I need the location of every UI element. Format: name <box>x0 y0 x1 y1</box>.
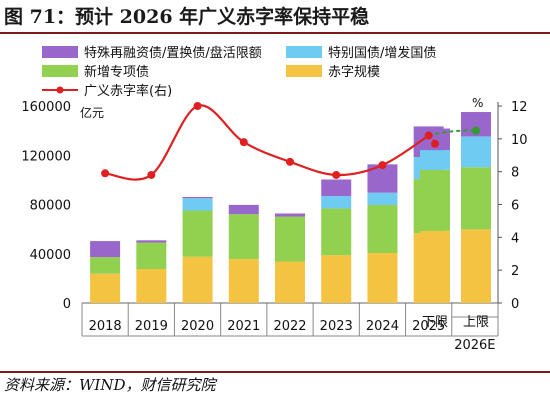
legend-label-3: 赤字规模 <box>328 65 380 80</box>
deficit-rate-point-5 <box>332 170 341 179</box>
right-tick-label-6: 12 <box>511 100 528 115</box>
bar-2019-0 <box>136 269 167 303</box>
deficit-rate-line <box>104 104 430 181</box>
header-rule <box>0 32 550 34</box>
bar-2018-3 <box>90 241 121 258</box>
bar-2023-0 <box>321 255 352 303</box>
bar-上限-2 <box>461 136 491 168</box>
legend-swatch-3 <box>286 65 322 77</box>
deficit-rate-point-2 <box>193 102 202 110</box>
x-label-6: 2024 <box>366 319 399 334</box>
bar-2020-3 <box>182 196 213 199</box>
x-label-4: 2022 <box>273 319 306 334</box>
right-axis-unit: % <box>472 96 483 110</box>
x-label-0: 2018 <box>89 319 122 334</box>
x-label-2026E: 2026E <box>454 338 495 353</box>
bar-2024-1 <box>367 204 398 254</box>
x-label-1: 2019 <box>135 319 168 334</box>
bar-2020-1 <box>182 210 213 257</box>
footer-rule <box>0 371 550 373</box>
deficit-rate-point-3 <box>239 138 248 147</box>
legend-swatch-2 <box>42 65 78 77</box>
bar-2020-0 <box>182 256 213 303</box>
legend-swatch-1 <box>286 46 322 58</box>
right-tick-label-1: 2 <box>511 264 519 279</box>
legend-line-label: 广义赤字率(右) <box>84 83 172 99</box>
bar-2022-0 <box>275 261 305 303</box>
left-tick-label-3: 120000 <box>21 149 71 164</box>
bar-2024-2 <box>367 192 398 205</box>
bar-2022-1 <box>275 216 305 262</box>
left-tick-label-1: 40000 <box>30 248 71 263</box>
legend-label-2: 新增专项债 <box>84 64 149 80</box>
right-tick-label-5: 10 <box>511 133 528 148</box>
legend-swatch-0 <box>42 46 78 58</box>
deficit-rate-point-4 <box>286 157 294 166</box>
legend-line-marker <box>56 86 64 94</box>
right-tick-label-3: 6 <box>511 199 519 214</box>
right-tick-label-4: 8 <box>511 166 519 181</box>
left-axis-unit: 亿元 <box>80 105 104 120</box>
right-tick-label-0: 0 <box>511 297 519 312</box>
bar-上限-1 <box>461 167 491 230</box>
deficit-rate-point-9 <box>472 126 480 135</box>
deficit-rate-point-7 <box>424 131 433 140</box>
legend-label-0: 特殊再融资债/置换债/盘活限额 <box>84 45 262 61</box>
bar-下限-1 <box>420 169 450 231</box>
deficit-rate-point-6 <box>378 161 387 170</box>
deficit-rate-point-8 <box>431 139 439 148</box>
bar-2020-2 <box>182 198 213 211</box>
bar-2018-0 <box>90 273 121 303</box>
bar-2022-3 <box>275 213 305 217</box>
left-tick-label-0: 0 <box>63 297 71 312</box>
x-label-2: 2020 <box>181 319 214 334</box>
bar-2024-0 <box>367 253 398 303</box>
deficit-rate-point-0 <box>101 169 110 178</box>
bar-2021-0 <box>228 259 259 303</box>
bar-2023-1 <box>321 208 352 256</box>
bar-上限-0 <box>461 229 491 303</box>
bar-2021-1 <box>228 214 259 260</box>
bar-2019-1 <box>136 242 167 270</box>
x-sublabel-lower: 下限 <box>422 315 448 330</box>
x-label-7: 2025 <box>412 319 445 334</box>
left-tick-label-4: 160000 <box>21 100 71 115</box>
x-label-3: 2021 <box>227 319 260 334</box>
bar-下限-2 <box>420 150 450 170</box>
bar-2023-2 <box>321 196 352 209</box>
legend-label-1: 特别国债/增发国债 <box>328 45 436 61</box>
x-label-5: 2023 <box>320 319 353 334</box>
deficit-rate-point-1 <box>147 170 156 179</box>
bar-2019-3 <box>136 240 167 243</box>
x-sublabel-upper: 上限 <box>463 315 489 330</box>
bar-2023-3 <box>321 179 352 197</box>
source-note: 资料来源：WIND，财信研究院 <box>4 376 216 394</box>
bar-2021-3 <box>228 204 259 215</box>
chart-title: 图 71：预计 2026 年广义赤字率保持平稳 <box>4 6 370 28</box>
left-tick-label-2: 80000 <box>30 199 71 214</box>
bar-2018-1 <box>90 257 121 274</box>
bar-下限-0 <box>420 230 450 303</box>
right-tick-label-2: 4 <box>511 231 519 246</box>
